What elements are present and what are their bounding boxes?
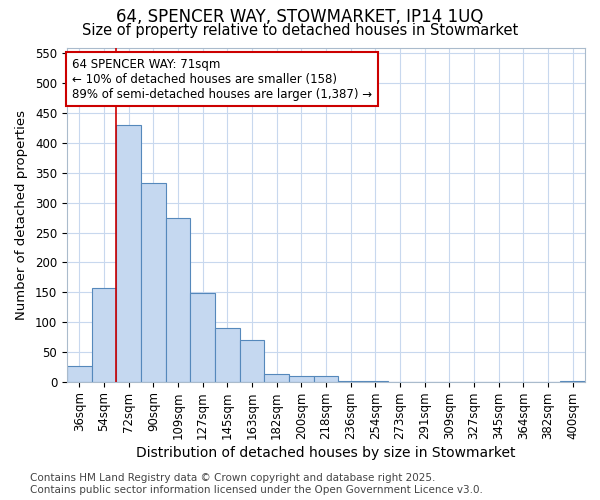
- X-axis label: Distribution of detached houses by size in Stowmarket: Distribution of detached houses by size …: [136, 446, 516, 460]
- Bar: [289, 376, 314, 382]
- Bar: [338, 380, 363, 382]
- Bar: [141, 183, 166, 382]
- Bar: [190, 294, 215, 382]
- Text: 64, SPENCER WAY, STOWMARKET, IP14 1UQ: 64, SPENCER WAY, STOWMARKET, IP14 1UQ: [116, 8, 484, 26]
- Bar: [560, 380, 585, 382]
- Bar: [239, 340, 264, 382]
- Text: Contains HM Land Registry data © Crown copyright and database right 2025.
Contai: Contains HM Land Registry data © Crown c…: [30, 474, 483, 495]
- Bar: [166, 218, 190, 382]
- Text: Size of property relative to detached houses in Stowmarket: Size of property relative to detached ho…: [82, 22, 518, 38]
- Bar: [92, 288, 116, 382]
- Bar: [67, 366, 92, 382]
- Bar: [215, 328, 239, 382]
- Bar: [116, 125, 141, 382]
- Bar: [264, 374, 289, 382]
- Y-axis label: Number of detached properties: Number of detached properties: [15, 110, 28, 320]
- Bar: [314, 376, 338, 382]
- Text: 64 SPENCER WAY: 71sqm
← 10% of detached houses are smaller (158)
89% of semi-det: 64 SPENCER WAY: 71sqm ← 10% of detached …: [72, 58, 372, 100]
- Bar: [363, 381, 388, 382]
